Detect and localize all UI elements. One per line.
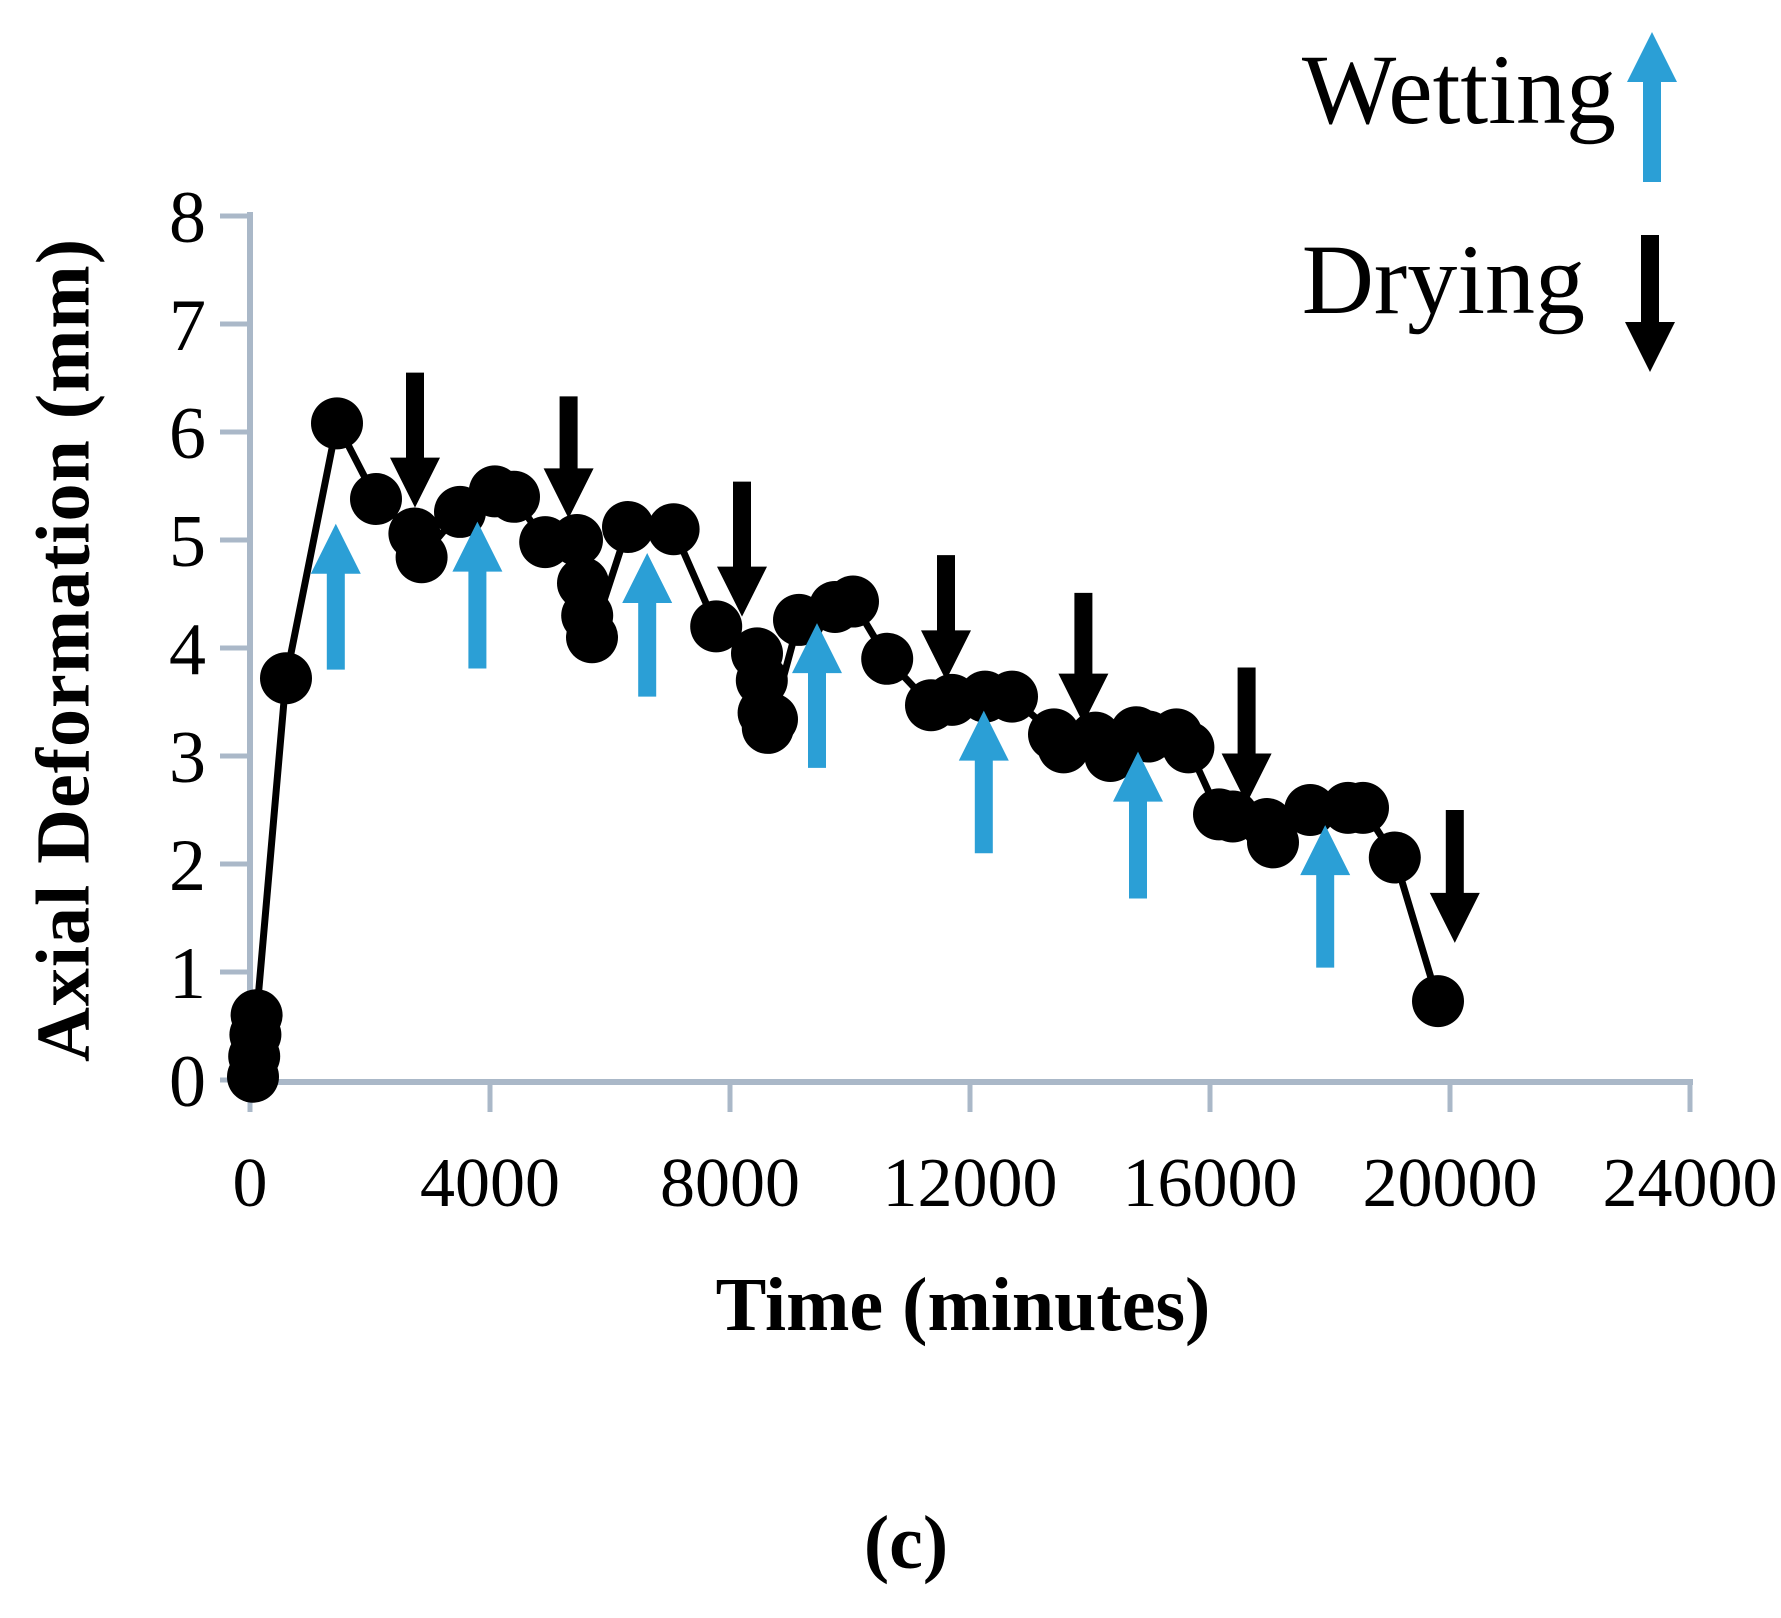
wetting-arrow <box>310 523 361 670</box>
data-point <box>1412 975 1464 1028</box>
data-point <box>395 531 448 584</box>
y-axis-title: Axial Deformation (mm) <box>21 237 106 1063</box>
x-tick-label: 24000 <box>1603 1145 1778 1222</box>
drying-arrow <box>1429 810 1480 943</box>
drying-arrow <box>390 372 440 508</box>
data-point <box>260 652 312 705</box>
y-tick-label: 0 <box>169 1041 206 1123</box>
x-tick-label: 16000 <box>1123 1145 1298 1222</box>
y-tick-label: 4 <box>169 609 206 691</box>
legend-label-drying: Drying <box>1301 224 1585 335</box>
wetting-arrow <box>452 521 503 669</box>
x-tick-label: 0 <box>233 1145 268 1222</box>
wetting-arrow <box>1113 751 1163 899</box>
y-tick-label: 8 <box>169 177 206 259</box>
y-tick-label: 6 <box>169 393 206 475</box>
figure-caption: (c) <box>863 1501 949 1585</box>
drying-arrow <box>921 555 971 681</box>
data-point <box>551 514 603 566</box>
data-point <box>647 503 700 556</box>
wetting-arrow <box>622 552 673 697</box>
y-tick-label: 1 <box>169 933 206 1015</box>
y-tick-label: 7 <box>169 285 206 367</box>
data-point <box>827 575 879 628</box>
drying-arrow <box>717 481 767 617</box>
data-point <box>861 632 914 685</box>
y-tick-label: 2 <box>169 825 206 907</box>
drying-arrow <box>1058 592 1109 724</box>
legend-label-wetting: Wetting <box>1301 34 1616 145</box>
data-point <box>1337 781 1389 834</box>
x-tick-label: 4000 <box>420 1145 560 1222</box>
wetting-arrow <box>1300 825 1351 968</box>
data-point <box>230 989 283 1042</box>
data-point <box>746 693 798 746</box>
data-point <box>602 501 654 554</box>
legend-drying-down-arrow-icon <box>1625 235 1675 372</box>
drying-arrow <box>1221 667 1272 804</box>
data-point <box>350 472 402 525</box>
data-point <box>311 397 363 450</box>
data-point <box>1284 784 1337 836</box>
x-tick-label: 12000 <box>883 1145 1058 1222</box>
x-axis-title: Time (minutes) <box>715 1263 1211 1347</box>
data-point <box>488 470 540 523</box>
drying-arrow <box>543 396 594 519</box>
data-point <box>1368 831 1421 884</box>
y-tick-label: 3 <box>169 717 206 799</box>
y-tick-label: 5 <box>169 501 206 583</box>
legend-wetting-up-arrow-icon <box>1627 32 1677 182</box>
x-tick-label: 20000 <box>1363 1145 1538 1222</box>
data-point <box>566 611 618 664</box>
wetting-arrow <box>792 623 842 768</box>
data-point <box>690 600 743 653</box>
data-point <box>1247 816 1299 869</box>
wetting-arrow <box>958 710 1009 854</box>
data-point <box>1162 721 1215 774</box>
data-point <box>986 670 1038 723</box>
x-tick-label: 8000 <box>660 1145 800 1222</box>
